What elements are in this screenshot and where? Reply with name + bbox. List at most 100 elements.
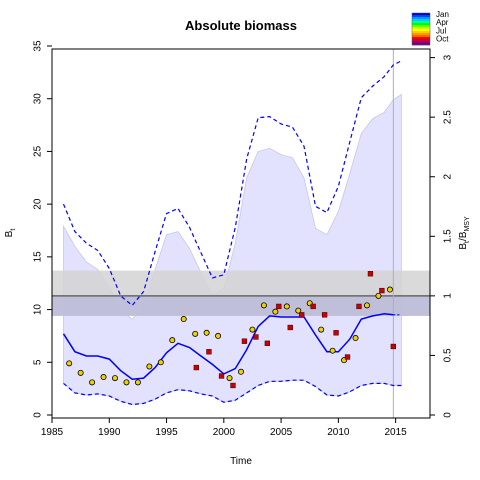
observation-index2-point (379, 287, 385, 294)
y2-axis: 0 0.5 1 1.5 2 2.5 3 (430, 54, 454, 418)
legend-swatch (412, 29, 430, 32)
observation-index1-point (203, 329, 210, 336)
observation-index1-point (375, 292, 382, 299)
legend-label: Apr (436, 18, 449, 27)
x-tick-label: 2015 (385, 427, 408, 438)
observation-index1-point (134, 379, 141, 386)
observation-index2-point (321, 312, 328, 318)
observation-index1-point (112, 375, 119, 382)
observation-index2-point (218, 373, 225, 379)
y-tick-label: 15 (33, 251, 44, 263)
observation-index1-point (329, 347, 336, 354)
y2-axis-title-mid: /B (458, 231, 469, 241)
legend-swatch (412, 43, 430, 46)
observation-index2-point (344, 354, 351, 360)
x-axis: 1985 1990 1995 2000 2005 2010 2015 (41, 418, 407, 438)
observation-index1-point (226, 375, 233, 382)
y-tick-label: 0 (33, 412, 44, 418)
y2-tick-label: 0 (443, 412, 454, 418)
observation-index2-point (367, 271, 374, 277)
y-tick-label: 25 (33, 145, 44, 157)
y-tick-label: 10 (33, 304, 44, 316)
x-axis-title: Time (230, 456, 252, 467)
y-axis-title-main: B (4, 230, 15, 237)
chart-title: Absolute biomass (185, 18, 297, 33)
y2-tick-label: 1.5 (443, 229, 454, 243)
plot-frame (51, 48, 431, 419)
ci-upper-line (62, 60, 402, 307)
y2-axis-title-sub2: MSY (464, 216, 471, 232)
legend-swatch (412, 13, 430, 16)
observation-index2-point (287, 324, 293, 331)
observation-index2-point (276, 303, 282, 310)
y-axis-title: Bt (4, 229, 17, 238)
observation-index2-point (193, 364, 199, 371)
observation-index1-point (123, 379, 130, 386)
legend-swatch (412, 23, 430, 26)
observation-index2-point (264, 340, 270, 346)
x-tick-label: 1990 (98, 427, 121, 438)
observation-index1-point (363, 302, 370, 309)
observation-index1-point (260, 302, 267, 309)
legend-swatch (412, 21, 430, 24)
observation-index2-point (390, 343, 396, 350)
legend-label: Jul (436, 26, 446, 35)
y2-tick-label: 0.5 (443, 348, 454, 362)
observation-index1-point (318, 326, 325, 333)
observation-index1-point (157, 359, 164, 366)
observation-index2-point (310, 303, 316, 310)
y-tick-label: 5 (33, 359, 44, 365)
legend-swatch (412, 37, 430, 40)
observation-index2-point (241, 338, 248, 344)
legend-label: Jan (436, 10, 449, 19)
legend-frame (411, 12, 431, 46)
observation-index2-point (299, 312, 305, 318)
observation-index1-point (237, 368, 244, 375)
legend-swatch (412, 31, 430, 34)
x-tick-label: 2010 (327, 427, 350, 438)
observation-index1-point (386, 286, 393, 293)
observation-index1-point (352, 335, 359, 342)
observation-index1-point (169, 337, 176, 344)
bmsy-band-inner (52, 295, 430, 316)
observation-index2-point (333, 330, 339, 336)
legend-swatch (412, 33, 430, 36)
y2-axis-title-main: B (458, 243, 469, 250)
observation-index2-point (206, 349, 212, 355)
observation-index1-point (146, 363, 153, 370)
legend-swatch (412, 17, 430, 20)
observation-index2-point (356, 303, 362, 310)
legend-swatch (412, 41, 430, 44)
observation-index1-point (89, 379, 96, 386)
ci-lower-line (63, 379, 402, 406)
legend-swatch (412, 19, 430, 22)
observation-index2-point (230, 382, 236, 389)
x-tick-label: 1985 (41, 427, 64, 438)
observation-index1-point (272, 308, 279, 315)
legend-swatch (412, 15, 430, 18)
observation-index2-point (253, 334, 259, 340)
y-tick-label: 20 (33, 198, 44, 210)
y-tick-label: 30 (33, 93, 44, 105)
observation-index1-point (77, 369, 84, 376)
y2-tick-label: 2.5 (443, 110, 454, 124)
observation-index1-point (192, 330, 199, 337)
observation-index1-point (249, 326, 256, 333)
y2-tick-label: 1 (443, 293, 454, 299)
y2-tick-label: 2 (443, 174, 454, 180)
observation-index1-point (295, 307, 302, 314)
observation-index1-point (215, 332, 222, 339)
plot-area (52, 49, 430, 418)
x-tick-label: 2005 (270, 427, 293, 438)
legend-label: Oct (436, 35, 449, 44)
estimate-line (62, 313, 394, 380)
y-axis: 0 5 10 15 20 25 30 35 (33, 40, 52, 418)
legend-swatch (412, 27, 430, 30)
observation-index1-point (180, 316, 187, 323)
y-axis-title-sub: t (10, 229, 17, 231)
y2-tick-label: 3 (443, 54, 454, 60)
y-tick-label: 35 (33, 40, 44, 52)
legend-swatch (412, 25, 430, 28)
x-tick-label: 1995 (155, 427, 178, 438)
